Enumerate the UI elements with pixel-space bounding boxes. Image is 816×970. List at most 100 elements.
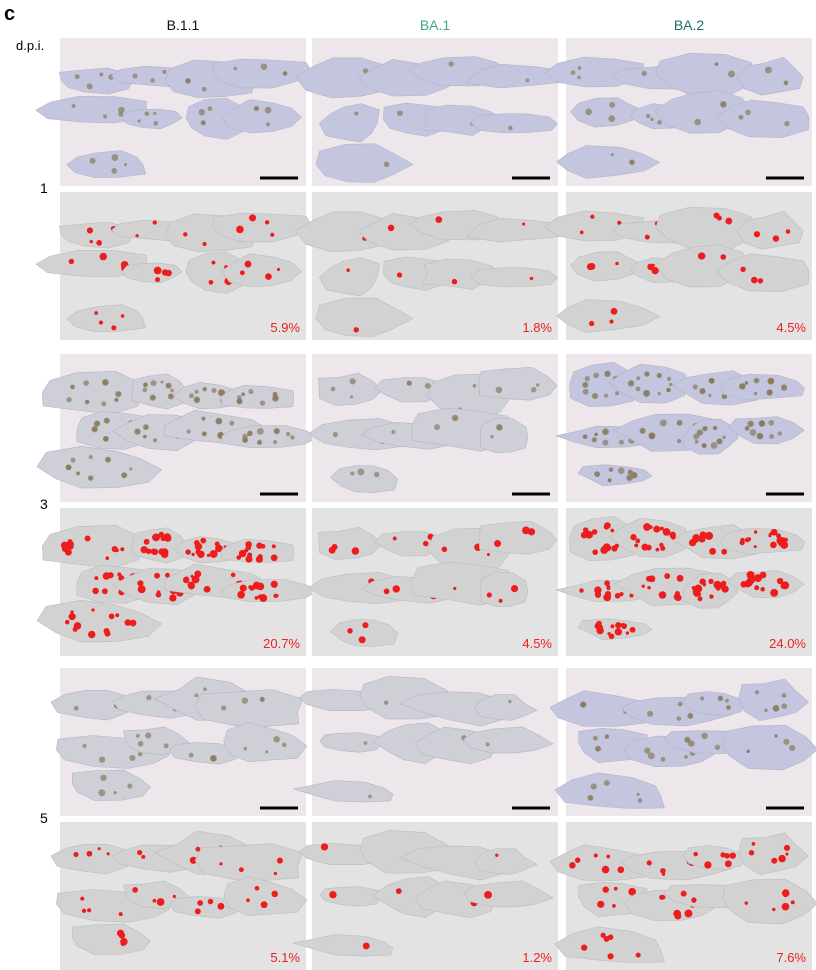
lesion-spot	[786, 229, 791, 234]
lesion-spot	[778, 855, 785, 862]
stain-spot	[66, 397, 71, 402]
lesion-spot	[590, 215, 594, 219]
stain-spot	[571, 70, 576, 75]
stain-spot	[124, 163, 127, 166]
lesion-spot	[153, 220, 157, 224]
stain-spot	[90, 158, 96, 164]
stain-spot	[778, 431, 782, 435]
stain-spot	[160, 380, 163, 383]
stain-spot	[138, 741, 144, 747]
lesion-spot	[82, 909, 86, 913]
lesion-spot	[197, 900, 203, 906]
lesion-spot	[255, 596, 259, 600]
lesion-spot	[612, 904, 616, 908]
lesion-spot	[245, 541, 252, 548]
stain-spot	[94, 421, 100, 427]
lesion-spot	[321, 843, 328, 850]
lesion-spot	[435, 216, 442, 223]
lesion-spot	[87, 908, 91, 912]
lesion-spot	[617, 866, 624, 873]
stain-spot	[722, 436, 725, 439]
lesion-spot	[585, 531, 593, 539]
stain-spot	[98, 789, 105, 796]
stain-spot	[145, 732, 151, 738]
stain-spot	[261, 63, 268, 70]
stain-spot	[391, 430, 395, 434]
lesion-spot	[724, 853, 730, 859]
stain-spot	[577, 76, 581, 80]
stain-spot	[135, 429, 140, 434]
lesion-spot	[611, 308, 618, 315]
stain-spot	[667, 377, 671, 381]
lesion-spot	[528, 528, 535, 535]
lesion-spot	[589, 321, 594, 326]
lesion-spot	[137, 580, 143, 586]
stain-spot	[583, 389, 589, 395]
stain-spot	[702, 443, 707, 448]
percentage-label: 1.8%	[522, 320, 552, 335]
lesion-spot	[163, 533, 171, 541]
stain-spot	[229, 421, 234, 426]
mask-image: 4.5%	[545, 192, 812, 340]
lesion-spot	[758, 278, 763, 283]
lesion-spot	[277, 858, 283, 864]
lesion-spot	[615, 593, 621, 599]
stain-spot	[508, 126, 513, 131]
lesion-spot	[709, 594, 713, 598]
stain-spot	[85, 400, 89, 404]
lesion-spot	[754, 231, 760, 237]
lesion-spot	[274, 872, 277, 875]
lesion-spot	[99, 320, 103, 324]
stain-spot	[609, 102, 615, 108]
stain-image	[550, 668, 816, 816]
lung-lobe	[471, 114, 558, 133]
stain-spot	[745, 110, 751, 116]
stain-spot	[693, 384, 698, 389]
lesion-spot	[664, 573, 670, 579]
stain-spot	[350, 471, 354, 475]
stain-spot	[261, 698, 265, 702]
stain-spot	[357, 468, 364, 475]
stain-spot	[266, 122, 270, 126]
lesion-spot	[154, 573, 160, 579]
lesion-spot	[162, 269, 168, 275]
lesion-spot	[674, 913, 681, 920]
stain-spot	[636, 376, 640, 380]
stain-spot	[609, 468, 612, 471]
lesion-spot	[594, 854, 598, 858]
stain-spot	[684, 755, 688, 759]
lesion-spot	[249, 214, 256, 221]
lesion-spot	[752, 842, 756, 846]
lesion-spot	[772, 908, 775, 911]
percentage-label: 5.9%	[270, 320, 300, 335]
stain-spot	[136, 734, 140, 738]
panel-label: c	[4, 3, 15, 25]
lesion-spot	[770, 542, 777, 549]
lesion-spot	[675, 591, 680, 596]
stain-spot	[602, 440, 608, 446]
lesion-spot	[452, 279, 457, 284]
stain-spot	[71, 458, 76, 463]
lesion-spot	[580, 231, 584, 235]
lesion-spot	[94, 576, 98, 580]
stain-spot	[769, 434, 774, 439]
lesion-spot	[329, 547, 336, 554]
stain-spot	[637, 793, 640, 796]
stain-spot	[374, 472, 379, 477]
stain-spot	[144, 383, 147, 386]
lesion-spot	[183, 577, 190, 584]
lesion-spot	[615, 628, 622, 635]
lesion-spot	[614, 887, 618, 891]
stain-spot	[667, 388, 670, 391]
stain-spot	[104, 437, 107, 440]
lesion-spot	[749, 850, 754, 855]
stain-spot	[210, 755, 217, 762]
lesion-spot	[347, 628, 352, 633]
stain-spot	[273, 392, 278, 397]
lesion-spot	[73, 627, 78, 632]
stain-spot	[407, 381, 412, 386]
lung-lobe	[195, 690, 303, 727]
lesion-spot	[630, 890, 635, 895]
stain-spot	[368, 795, 372, 799]
stain-spot	[99, 756, 105, 762]
